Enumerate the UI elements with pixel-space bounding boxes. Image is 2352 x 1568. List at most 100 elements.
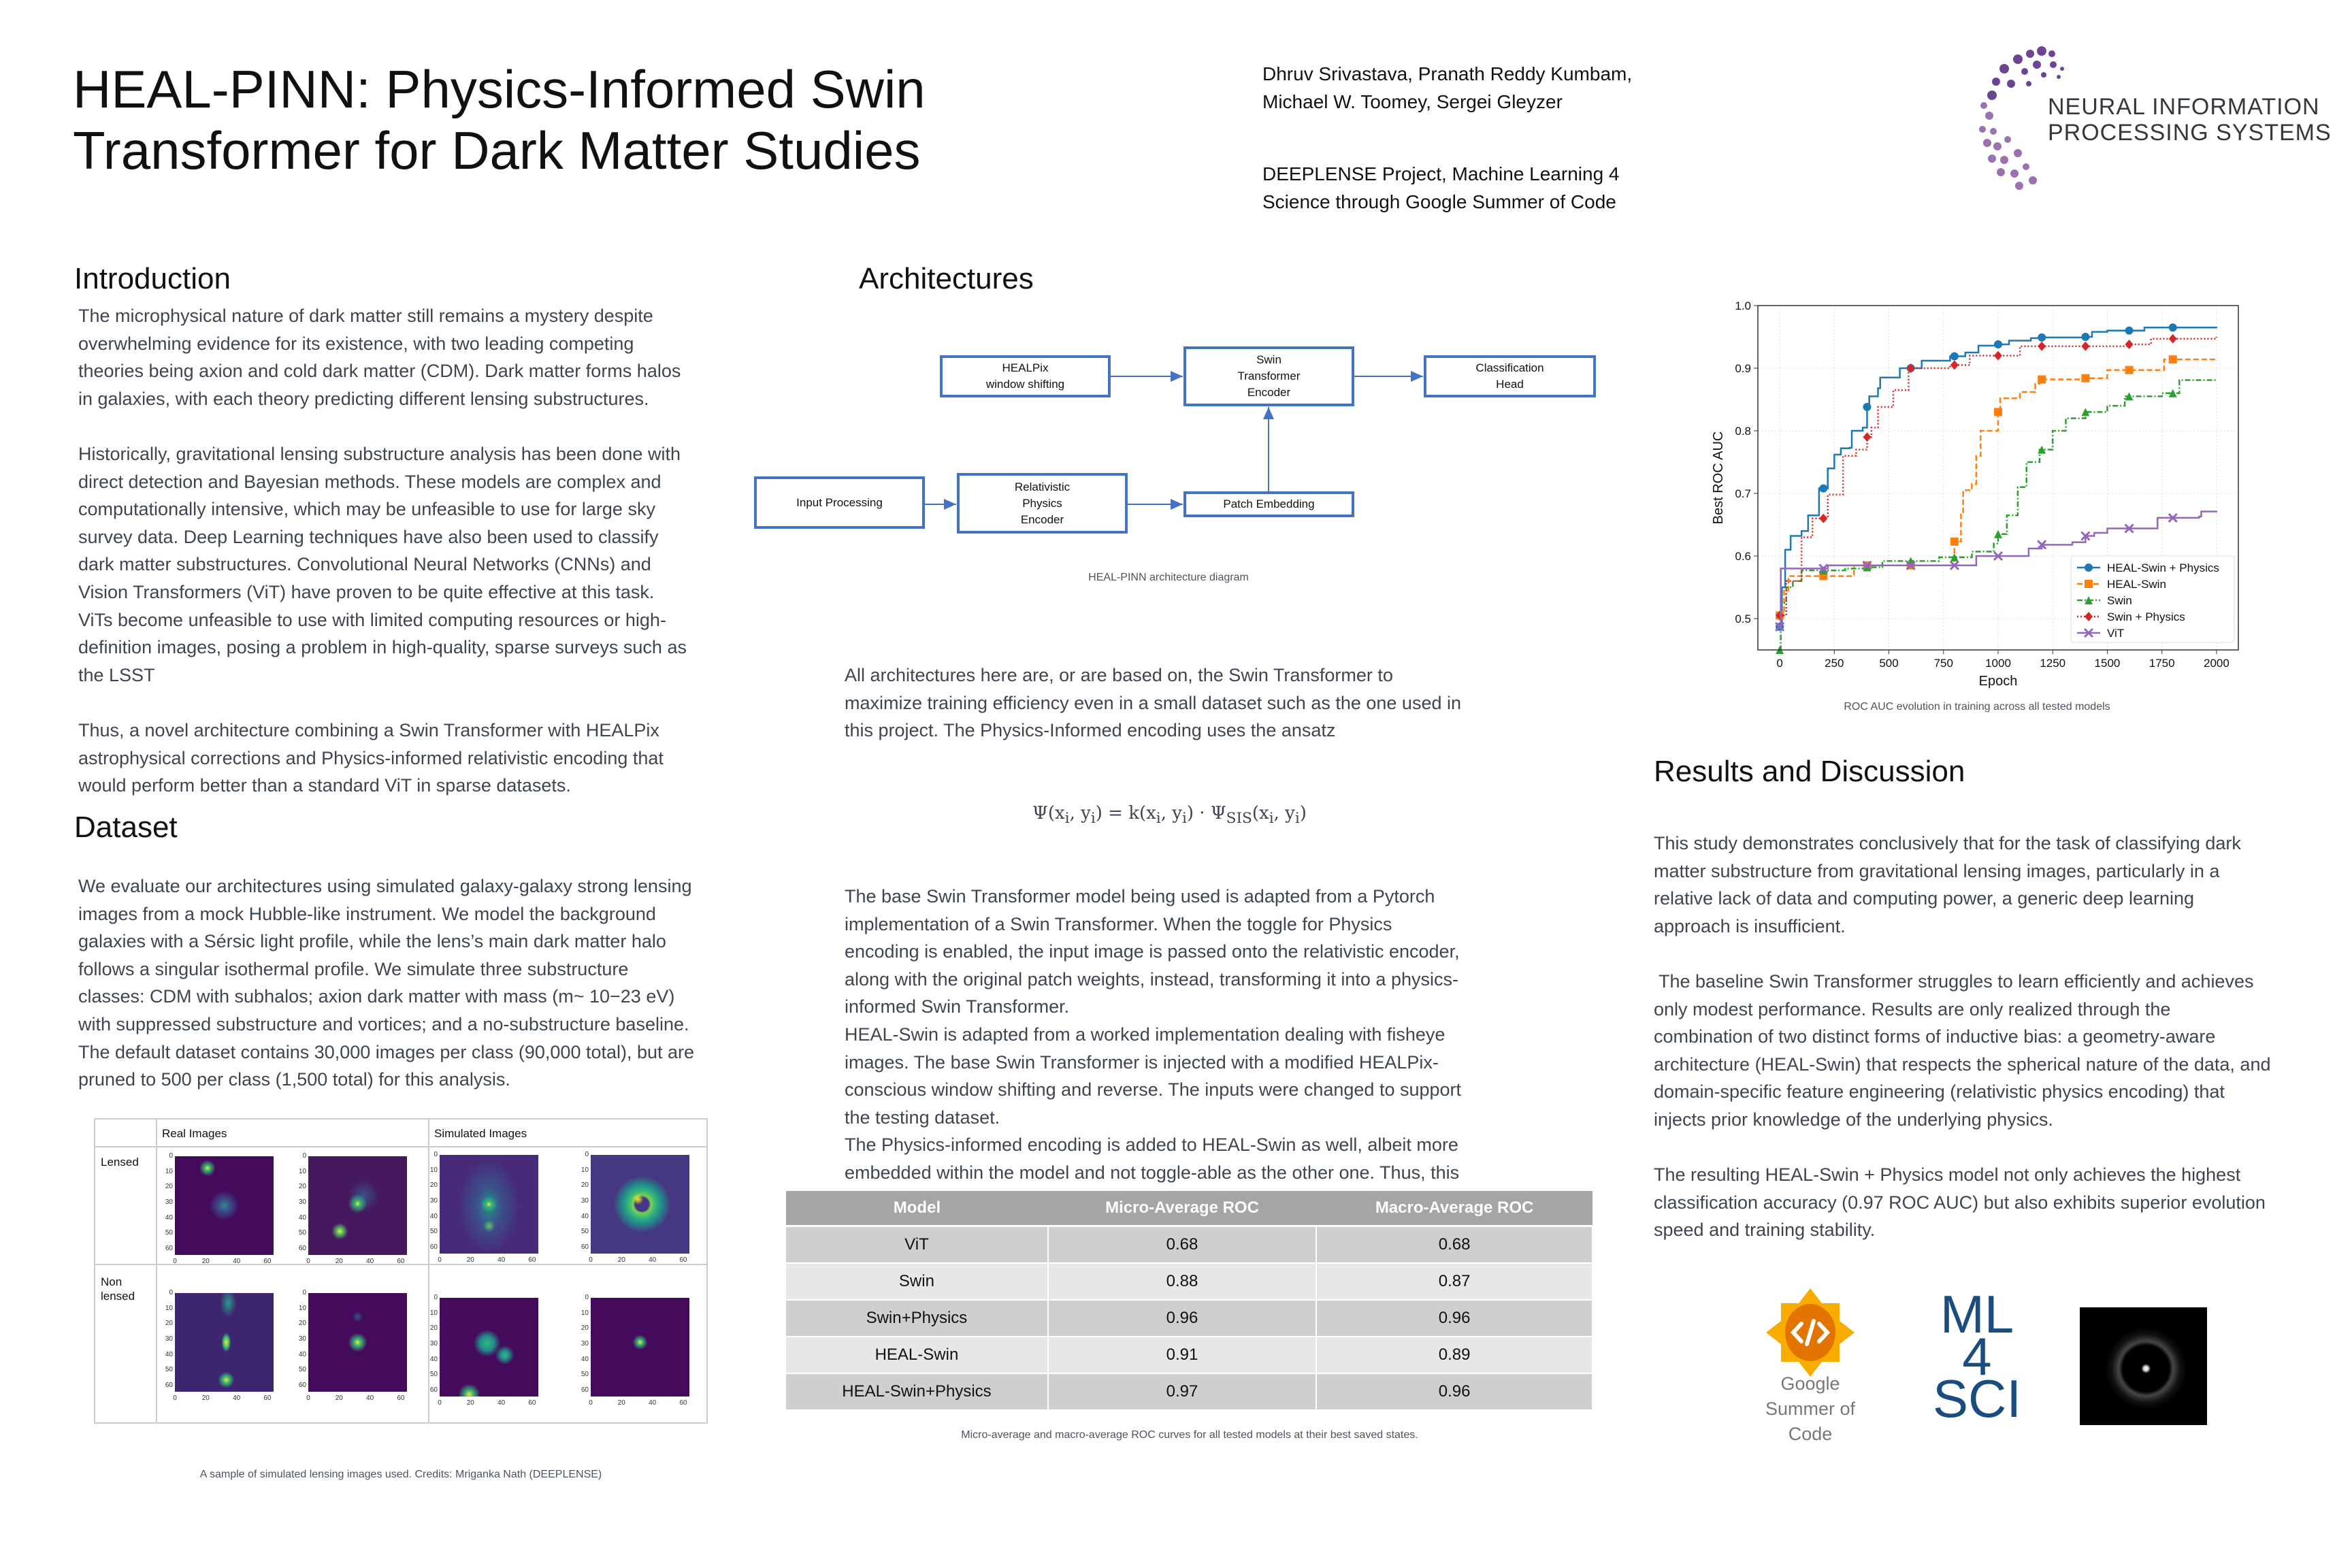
y-tick-label: 1.0 (1735, 299, 1751, 312)
marker-x (1906, 560, 1916, 570)
y-tick-label: 30 (581, 1196, 589, 1205)
marker-triangle (1819, 566, 1828, 575)
text-line (78, 412, 687, 440)
plot-frame (1757, 305, 2239, 651)
title-line: Transformer for Dark Matter Studies (73, 120, 921, 180)
legend-frame (2070, 555, 2235, 643)
input-processing-box: Input Processing (754, 476, 925, 529)
marker-diamond (1863, 432, 1872, 442)
y-tick-label: 10 (429, 1166, 438, 1174)
logo-text-line: Summer of Code (1765, 1399, 1856, 1444)
text-line: relative lack of data and computing powe… (1654, 888, 2195, 909)
text-line: images. The base Swin Transformer is inj… (845, 1051, 1439, 1073)
text-line: classes: CDM with subhalos; axion dark m… (78, 986, 675, 1007)
box-label: Patch Embedding (1223, 497, 1315, 510)
x-tick-label: 20 (617, 1256, 625, 1264)
box-label: Encoder (1020, 512, 1064, 526)
equation-subscript: SIS (1226, 810, 1252, 828)
equation-part: , y (1069, 803, 1091, 824)
equation-subscript: i (1156, 810, 1161, 828)
equation-subscript: i (1090, 810, 1096, 828)
neurips-logo-text: NEURAL INFORMATION PROCESSING SYSTEMS (2048, 94, 2332, 146)
marker-diamond (1950, 360, 1959, 370)
equation-part: , y (1160, 803, 1182, 824)
y-tick-label: 0.9 (1735, 362, 1751, 375)
y-tick-label: 40 (165, 1213, 173, 1222)
x-tick-label: 20 (466, 1399, 474, 1407)
x-tick-label: 0 (306, 1258, 310, 1265)
marker-diamond (2125, 340, 2134, 350)
macro-roc-cell: 0.96 (1316, 1299, 1593, 1337)
y-tick-label: 20 (165, 1183, 173, 1191)
text-line (78, 689, 687, 717)
text-line: theories being axion and cold dark matte… (78, 361, 681, 382)
text-line: implementation of a Swin Transformer. Wh… (845, 913, 1392, 934)
lensing-image: 0 10 20 30 40 50 60 0 20 40 60 (581, 1151, 689, 1264)
equation-equals: = k(x (1102, 803, 1156, 824)
y-tick-label: 60 (298, 1244, 306, 1252)
logo-text-line: Google (1780, 1373, 1840, 1394)
micro-roc-cell: 0.88 (1047, 1262, 1318, 1300)
marker-x (2083, 627, 2094, 638)
x-tick-label: 1000 (1985, 657, 2011, 670)
marker-square (2081, 374, 2090, 382)
chart-caption: ROC AUC evolution in training across all… (1844, 701, 2110, 713)
x-tick-label: 20 (617, 1399, 625, 1407)
x-tick-label: 0 (173, 1394, 177, 1402)
y-tick-label: 10 (165, 1304, 173, 1312)
y-tick-label: 0 (434, 1151, 438, 1158)
chart-legend: HEAL-Swin + Physics HEAL-Swin Swin Swin + P… (2070, 555, 2235, 643)
x-tick-label: 0 (173, 1258, 177, 1265)
text-line: dark matter substructures. Convolutional… (78, 554, 651, 575)
affiliation-line: DEEPLENSE Project, Machine Learning 4 (1262, 163, 1620, 184)
y-tick-label: 10 (165, 1167, 173, 1175)
marker-triangle (2038, 445, 2046, 454)
series-line (1780, 337, 2218, 617)
text-line: overwhelming evidence for its existence,… (78, 333, 634, 354)
macro-roc-cell: 0.87 (1316, 1262, 1593, 1300)
dataset-heading: Dataset (74, 811, 178, 844)
author-line: Dhruv Srivastava, Pranath Reddy Kumbam, (1262, 63, 1633, 84)
poster-title: HEAL-PINN: Physics-Informed Swin Transfor… (73, 59, 926, 181)
marker-triangle (1950, 553, 1959, 561)
diagram-caption: HEAL-PINN architecture diagram (1088, 572, 1249, 583)
y-tick-label: 60 (581, 1243, 589, 1251)
neurips-dots-icon (1979, 46, 2064, 190)
equation-part: ) (1095, 803, 1102, 824)
column-header-real: Real Images (162, 1127, 227, 1140)
marker-triangle (1994, 529, 2002, 538)
x-tick-label: 0 (438, 1256, 442, 1264)
model-cell: HEAL-Swin (786, 1336, 1049, 1373)
marker-triangle (2125, 392, 2134, 401)
text-line: This study demonstrates conclusively tha… (1654, 833, 2241, 853)
y-tick-label: 40 (298, 1350, 306, 1358)
equation-part: ) · Ψ (1186, 803, 1226, 824)
text-line: Thus, a novel architecture combining a S… (78, 719, 659, 740)
y-tick-label: 60 (429, 1243, 438, 1251)
text-line (1654, 940, 2270, 968)
patch-embedding-box: Patch Embedding (1183, 491, 1354, 517)
y-tick-label: 40 (429, 1212, 438, 1220)
marker-x (2037, 540, 2047, 550)
text-line: embedded within the model and not toggle… (845, 1162, 1460, 1183)
x-tick-label: 60 (679, 1256, 687, 1264)
y-tick-label: 0 (585, 1151, 589, 1158)
series-vit (1775, 510, 2218, 632)
marker-diamond (2085, 612, 2093, 621)
marker-triangle (2085, 596, 2093, 604)
classification-head-box: Classification Head (1424, 355, 1596, 397)
box-label: Relativistic (1014, 480, 1071, 493)
y-tick-label: 20 (298, 1183, 306, 1191)
text-line: only modest performance. Results are onl… (1654, 998, 2171, 1019)
text-line: combination of two distinct forms of ind… (1654, 1026, 2216, 1047)
lensing-image: 0 10 20 30 40 50 60 0 20 40 60 (581, 1294, 689, 1407)
box-label: Encoder (1247, 386, 1291, 399)
text-line: injects prior knowledge of the underlyin… (1654, 1109, 2053, 1130)
text-line: encoding is enabled, the input image is … (845, 941, 1460, 962)
y-tick-label: 60 (429, 1386, 438, 1394)
legend-label: ViT (2107, 627, 2124, 640)
healpix-window-shifting-box: HEALPix window shifting (940, 355, 1111, 397)
box-label: Transformer (1237, 370, 1301, 382)
y-tick-label: 30 (429, 1339, 438, 1348)
model-cell: Swin+Physics (786, 1299, 1049, 1337)
